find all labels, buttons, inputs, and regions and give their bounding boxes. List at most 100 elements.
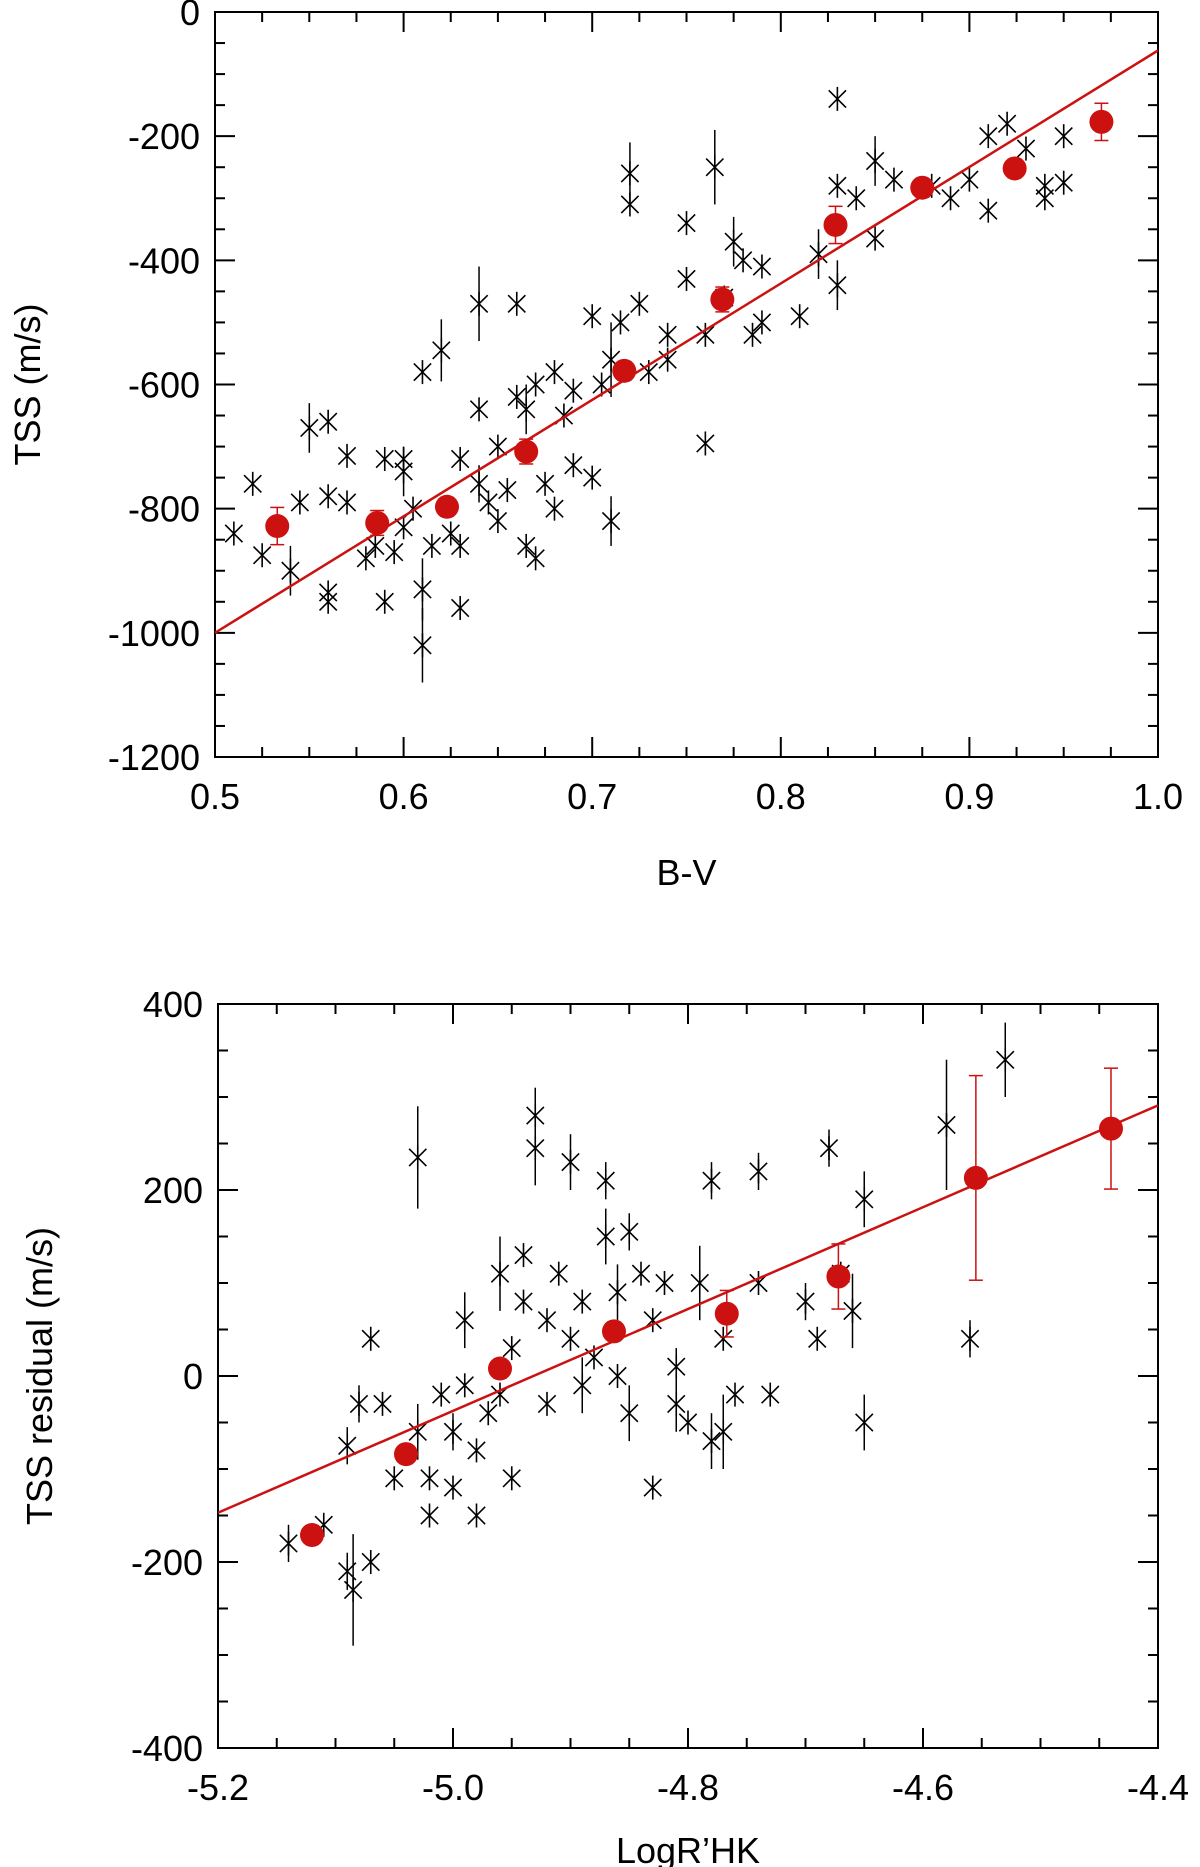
star-point — [582, 465, 602, 490]
star-point — [690, 1245, 709, 1321]
star-point — [843, 1273, 862, 1349]
binned-mean-point — [365, 509, 390, 537]
star-point — [300, 403, 319, 453]
star-point — [714, 1394, 733, 1469]
star-point — [749, 1152, 768, 1190]
star-point — [479, 490, 498, 515]
star-point — [620, 192, 640, 217]
binned-mean-point — [710, 286, 735, 313]
star-point — [596, 1162, 615, 1200]
star-point — [725, 1382, 745, 1407]
star-point — [960, 1320, 980, 1358]
binned-mean-point — [601, 1319, 626, 1344]
x-tick-label: -5.2 — [187, 1767, 249, 1808]
star-point — [488, 509, 508, 534]
fit-line — [215, 49, 1158, 634]
star-point — [422, 533, 442, 558]
star-point — [507, 291, 526, 316]
star-point — [960, 167, 979, 192]
x-tick-label: 1.0 — [1133, 776, 1183, 817]
star-point — [997, 111, 1017, 136]
x-tick-label: -4.4 — [1127, 1767, 1189, 1808]
star-point — [714, 1326, 733, 1351]
star-point — [545, 360, 564, 385]
star-point — [479, 1401, 498, 1426]
star-point — [937, 1059, 956, 1190]
star-point — [467, 1438, 486, 1463]
star-point — [366, 533, 385, 558]
star-point — [279, 1524, 298, 1562]
star-point — [819, 1129, 839, 1167]
fit-line — [218, 1104, 1158, 1514]
star-point — [498, 478, 517, 503]
star-point — [337, 490, 357, 515]
star-point — [608, 1364, 627, 1388]
star-point — [455, 1373, 474, 1398]
star-point — [941, 186, 960, 211]
star-point — [752, 254, 772, 279]
star-point — [535, 471, 555, 496]
star-point — [724, 216, 743, 267]
star-point — [488, 434, 508, 459]
star-point — [290, 490, 310, 515]
star-point — [564, 453, 583, 478]
binned-mean-point — [823, 205, 848, 245]
binned-mean-point — [1099, 1067, 1123, 1190]
star-point — [502, 1466, 521, 1491]
y-tick-label: -200 — [131, 1542, 203, 1583]
star-point — [677, 211, 696, 236]
star-point — [545, 496, 564, 521]
binned-mean-point — [826, 1243, 851, 1310]
y-tick-label: 0 — [183, 1356, 203, 1397]
star-point — [643, 1475, 662, 1500]
tss-residual-vs-logrhk-chart: -5.2 -5.0 -4.8 -4.6 -4.4 400 200 0 -200 -400 LogR’… — [19, 984, 1189, 1867]
star-point — [375, 589, 394, 614]
star-point — [865, 226, 885, 251]
star-point — [490, 1236, 510, 1311]
star-point — [361, 1550, 380, 1574]
binned-mean-point — [1089, 102, 1114, 142]
star-point — [608, 1264, 627, 1321]
star-point — [403, 496, 423, 521]
star-point — [318, 589, 338, 614]
star-point — [554, 403, 574, 428]
binned-mean-point — [265, 506, 290, 546]
star-point — [516, 384, 536, 435]
star-point — [507, 384, 526, 409]
star-point — [702, 1162, 721, 1200]
x-tick-label: -5.0 — [422, 1767, 484, 1808]
binned-mean-point — [1002, 156, 1027, 181]
star-point — [733, 248, 753, 273]
star-point — [677, 266, 696, 291]
star-point — [432, 1382, 451, 1407]
star-point — [658, 322, 677, 347]
star-point — [384, 540, 404, 565]
star-point — [432, 319, 451, 382]
star-point — [467, 1503, 486, 1528]
star-point — [643, 1308, 662, 1333]
star-point — [667, 1348, 686, 1386]
star-point — [469, 266, 489, 342]
star-point — [408, 1403, 427, 1460]
star-point — [667, 1376, 686, 1432]
tss-vs-bv-chart: 0.5 0.6 0.7 0.8 0.9 1.0 0 -200 -400 -600 -800 -1000… — [7, 0, 1183, 893]
binned-mean-point — [514, 438, 539, 465]
star-point — [281, 545, 300, 596]
binned-mean-point — [300, 1523, 324, 1548]
star-point — [658, 347, 677, 372]
plot-frame — [217, 1003, 1159, 1749]
star-point — [996, 1022, 1015, 1097]
binned-mean-point — [434, 494, 459, 519]
star-point — [702, 1413, 721, 1469]
star-point — [855, 1171, 874, 1228]
x-axis-label: LogR’HK — [616, 1830, 760, 1867]
y-tick-label: -400 — [128, 240, 200, 281]
star-point — [620, 1385, 639, 1442]
star-point — [356, 546, 376, 571]
y-tick-label: 200 — [143, 1170, 203, 1211]
star-point — [979, 124, 998, 149]
star-point — [526, 1110, 545, 1186]
star-point — [420, 1466, 439, 1491]
plot-area — [215, 49, 1158, 683]
star-point — [828, 86, 847, 111]
